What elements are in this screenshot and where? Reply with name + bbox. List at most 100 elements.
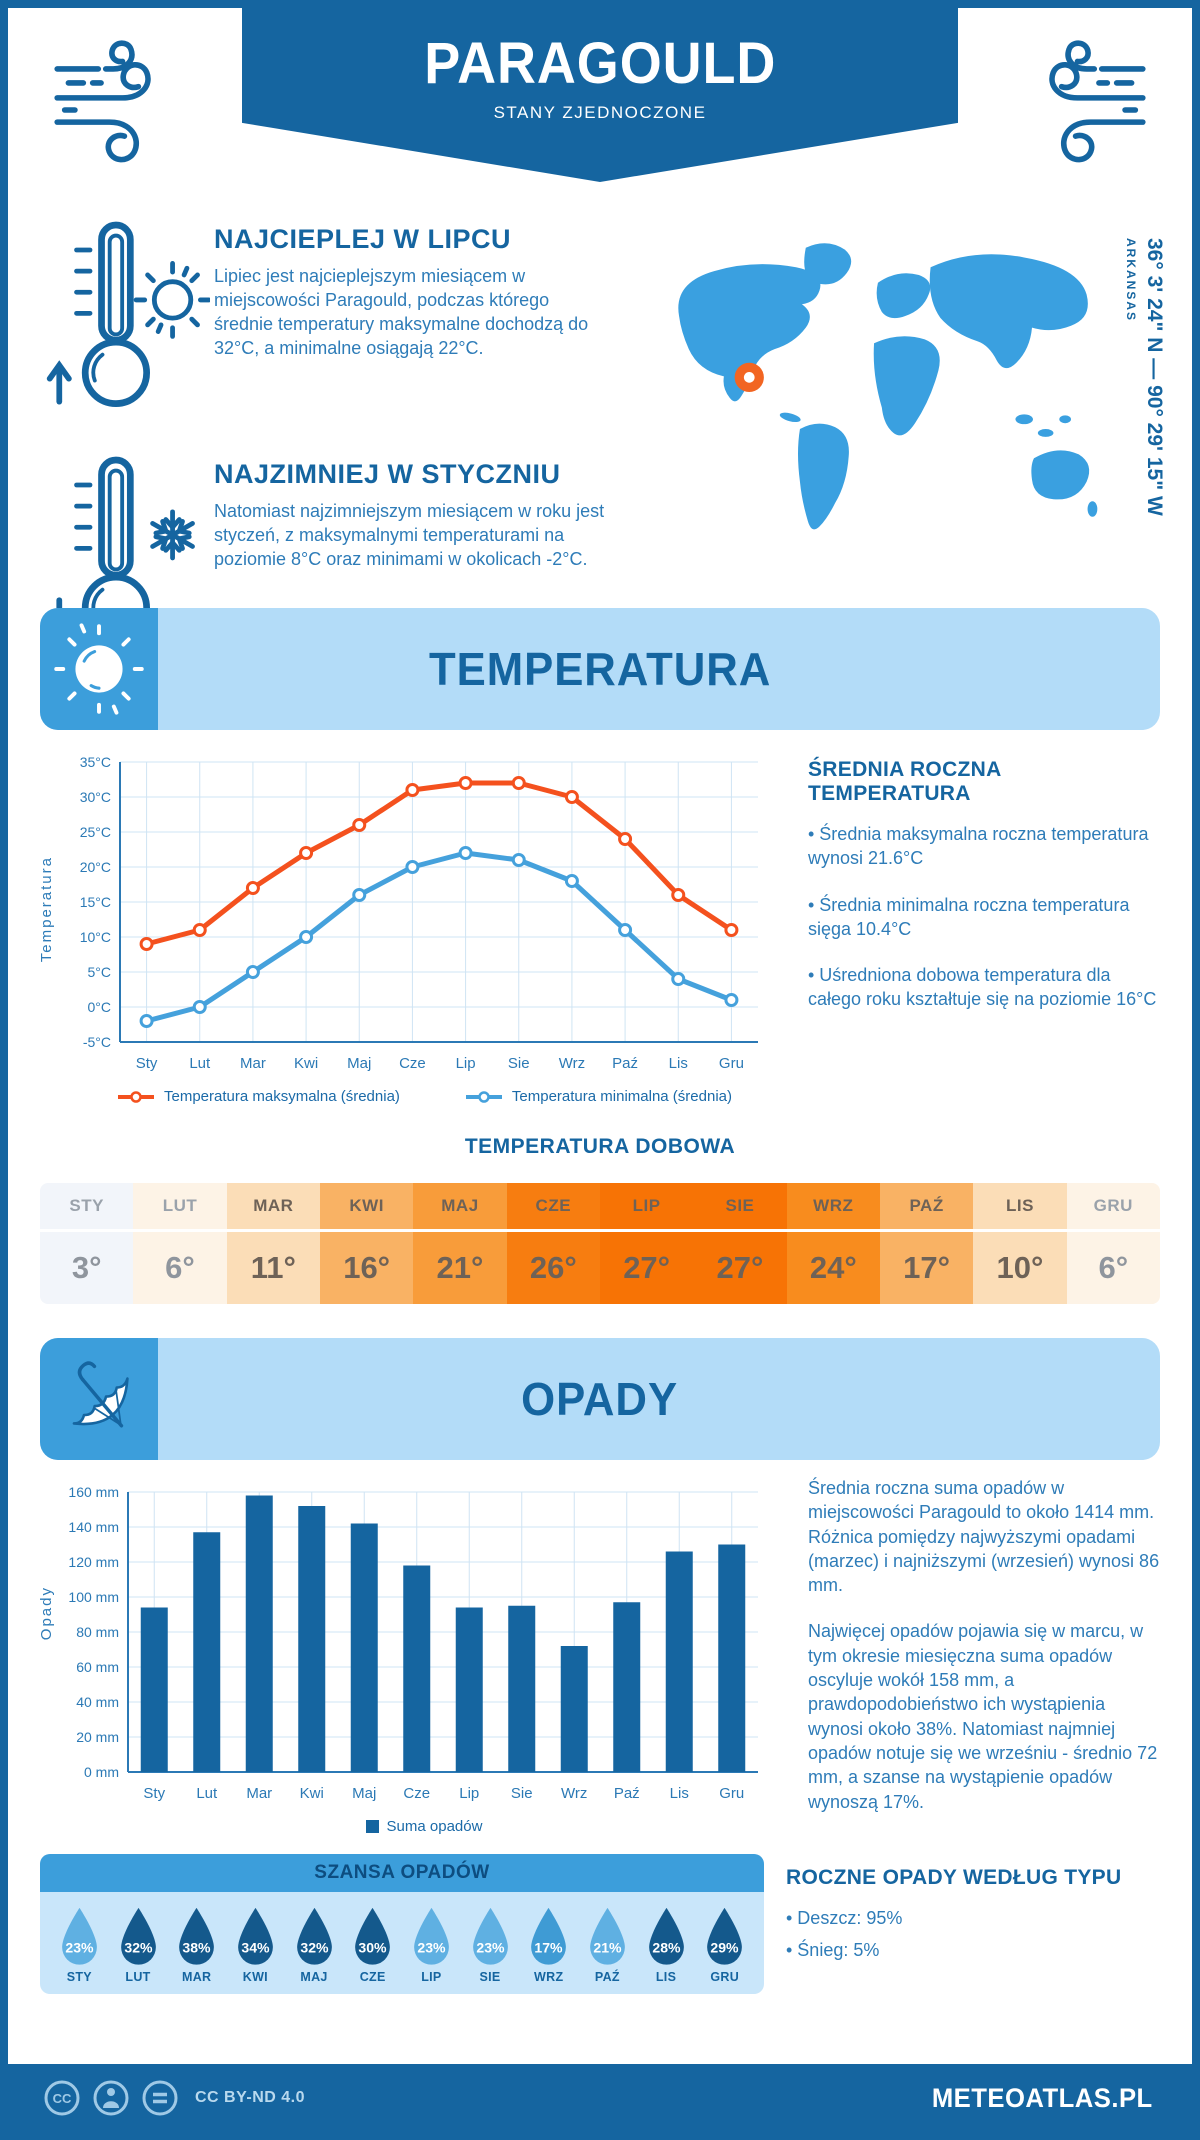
continent-north-america bbox=[678, 264, 821, 402]
droplet-icon: 32% bbox=[120, 1907, 156, 1965]
precipitation-drop: 23% STY bbox=[50, 1906, 109, 1984]
daily-temp-value: 11° bbox=[226, 1232, 320, 1304]
svg-text:100 mm: 100 mm bbox=[68, 1589, 119, 1605]
page-subtitle: STANY ZJEDNOCZONE bbox=[493, 103, 707, 122]
precipitation-paragraph: Najwięcej opadów pojawia się w marcu, w … bbox=[808, 1621, 1158, 1812]
svg-text:Gru: Gru bbox=[719, 1785, 744, 1802]
temperature-chart-area: Temperatura -5°C 0°C 5°C 10°C 15°C 20°C 25°C 30… bbox=[38, 746, 786, 1105]
footer: CC CC BY-ND 4.0 METEOATLAS.PL bbox=[8, 2064, 1192, 2132]
svg-text:30°C: 30°C bbox=[80, 789, 111, 805]
svg-text:140 mm: 140 mm bbox=[68, 1519, 119, 1535]
svg-text:20°C: 20°C bbox=[80, 859, 111, 875]
svg-text:29%: 29% bbox=[711, 1939, 740, 1955]
arrow-up-icon bbox=[46, 360, 72, 405]
svg-text:CC: CC bbox=[53, 2091, 72, 2106]
bar bbox=[245, 1495, 273, 1772]
daily-temp-value: 10° bbox=[973, 1232, 1067, 1304]
svg-text:21%: 21% bbox=[593, 1939, 622, 1955]
continent-africa bbox=[873, 336, 940, 436]
wind-icon bbox=[1049, 40, 1146, 163]
svg-text:Cze: Cze bbox=[399, 1055, 426, 1072]
bar bbox=[193, 1532, 221, 1772]
legend-marker bbox=[465, 1090, 502, 1103]
drop-month-label: KWI bbox=[242, 1969, 268, 1984]
precipitation-drop: 38% MAR bbox=[167, 1906, 226, 1984]
svg-text:Lut: Lut bbox=[196, 1785, 218, 1802]
bar bbox=[508, 1605, 536, 1772]
daily-temp-column: PAŹ 17° bbox=[879, 1183, 974, 1304]
precipitation-drops: 23% STY 32% LUT 38% MAR 34% KWI 32% MAJ 30% CZE 23% L… bbox=[40, 1892, 764, 1994]
svg-text:23%: 23% bbox=[417, 1939, 446, 1955]
bar-chart-ylabel: Opady bbox=[38, 1586, 55, 1641]
svg-text:25°C: 25°C bbox=[80, 824, 111, 840]
svg-text:0 mm: 0 mm bbox=[84, 1764, 119, 1780]
precipitation-type-panel: ROCZNE OPADY WEDŁUG TYPU • Deszcz: 95% •… bbox=[764, 1854, 1160, 1985]
daily-temp-column: CZE 26° bbox=[506, 1183, 600, 1304]
temperature-split: Temperatura -5°C 0°C 5°C 10°C 15°C 20°C 25°C 30… bbox=[8, 746, 1192, 1105]
droplet-icon: 23% bbox=[413, 1907, 449, 1965]
warmest-month-block: NAJCIEPLEJ W LIPCU Lipiec jest najcieple… bbox=[42, 210, 642, 415]
svg-text:Lip: Lip bbox=[459, 1785, 479, 1802]
droplet-icon: 23% bbox=[61, 1907, 97, 1965]
daily-temp-month: WRZ bbox=[786, 1183, 880, 1232]
coldest-month-heading: NAJZIMNIEJ W STYCZNIU bbox=[214, 459, 561, 489]
daily-temp-month: SIE bbox=[693, 1183, 787, 1232]
daily-temperature-section: TEMPERATURA DOBOWA STY 3° LUT 6° MAR 11° KWI 16… bbox=[8, 1135, 1192, 1304]
bar bbox=[350, 1523, 378, 1772]
license-block: CC CC BY-ND 4.0 bbox=[42, 2078, 305, 2118]
annual-temperature-bullet: • Średnia maksymalna roczna temperatura … bbox=[808, 824, 1149, 869]
bar bbox=[613, 1602, 641, 1772]
droplet-icon: 29% bbox=[707, 1907, 743, 1965]
svg-text:30%: 30% bbox=[359, 1939, 388, 1955]
legend-item-1: Temperatura minimalna (średnia) bbox=[464, 1088, 732, 1105]
precipitation-paragraph: Średnia roczna suma opadów w miejscowośc… bbox=[808, 1478, 1160, 1596]
drop-month-label: MAJ bbox=[300, 1969, 328, 1984]
wind-icon bbox=[54, 40, 151, 163]
svg-text:Sty: Sty bbox=[136, 1055, 158, 1072]
drop-month-label: WRZ bbox=[534, 1969, 564, 1984]
droplet-icon: 28% bbox=[648, 1907, 684, 1965]
warmest-month-text: Lipiec jest najcieplejszym miesiącem w m… bbox=[214, 266, 589, 358]
daily-temp-month: STY bbox=[40, 1183, 134, 1232]
sun-band-icon bbox=[40, 608, 158, 730]
precipitation-drop: 23% SIE bbox=[461, 1906, 520, 1984]
svg-text:Maj: Maj bbox=[352, 1785, 376, 1802]
daily-temp-value: 6° bbox=[1066, 1232, 1160, 1304]
daily-temp-value: 16° bbox=[319, 1232, 414, 1304]
svg-text:38%: 38% bbox=[183, 1939, 212, 1955]
daily-temp-column: LIP 27° bbox=[599, 1183, 694, 1304]
svg-text:0°C: 0°C bbox=[88, 999, 112, 1015]
no-derivatives-icon bbox=[142, 2080, 178, 2116]
title-banner: PARAGOULD STANY ZJEDNOCZONE bbox=[242, 8, 958, 182]
svg-text:Mar: Mar bbox=[246, 1785, 272, 1802]
svg-text:Paź: Paź bbox=[614, 1785, 640, 1802]
svg-text:-5°C: -5°C bbox=[83, 1034, 111, 1050]
svg-text:Wrz: Wrz bbox=[561, 1785, 587, 1802]
daily-temp-value: 3° bbox=[40, 1232, 134, 1304]
brand-label: METEOATLAS.PL bbox=[931, 2082, 1153, 2113]
line-series-0 bbox=[139, 776, 739, 951]
svg-text:160 mm: 160 mm bbox=[68, 1484, 119, 1500]
svg-text:Sty: Sty bbox=[143, 1785, 165, 1802]
daily-temp-column: MAJ 21° bbox=[413, 1183, 507, 1304]
daily-temp-column: LIS 10° bbox=[973, 1183, 1067, 1304]
daily-temp-column: WRZ 24° bbox=[786, 1183, 880, 1304]
daily-temperature-heading: TEMPERATURA DOBOWA bbox=[464, 1135, 736, 1158]
svg-text:Paź: Paź bbox=[612, 1055, 638, 1072]
daily-temperature-table: STY 3° LUT 6° MAR 11° KWI 16° MAJ 21° CZE 26° LIP 27°… bbox=[40, 1183, 1160, 1304]
daily-temp-value: 6° bbox=[133, 1232, 227, 1304]
daily-temp-month: LUT bbox=[133, 1183, 227, 1232]
daily-temp-column: LUT 6° bbox=[133, 1183, 227, 1304]
precipitation-drop: 32% LUT bbox=[109, 1906, 168, 1984]
umbrella-band-icon bbox=[40, 1338, 158, 1460]
precipitation-chance-panel: SZANSA OPADÓW 23% STY 32% LUT 38% MAR 34% KWI 32… bbox=[40, 1853, 764, 1994]
droplet-icon: 34% bbox=[237, 1907, 273, 1965]
droplet-icon: 38% bbox=[179, 1907, 215, 1965]
svg-text:17%: 17% bbox=[535, 1939, 564, 1955]
drop-month-label: PAŹ bbox=[594, 1969, 620, 1984]
bar bbox=[718, 1544, 746, 1772]
daily-temp-column: STY 3° bbox=[40, 1183, 134, 1304]
temperature-section-band: TEMPERATURA bbox=[40, 608, 1160, 730]
svg-text:20 mm: 20 mm bbox=[76, 1729, 119, 1745]
daily-temp-month: CZE bbox=[506, 1183, 600, 1232]
